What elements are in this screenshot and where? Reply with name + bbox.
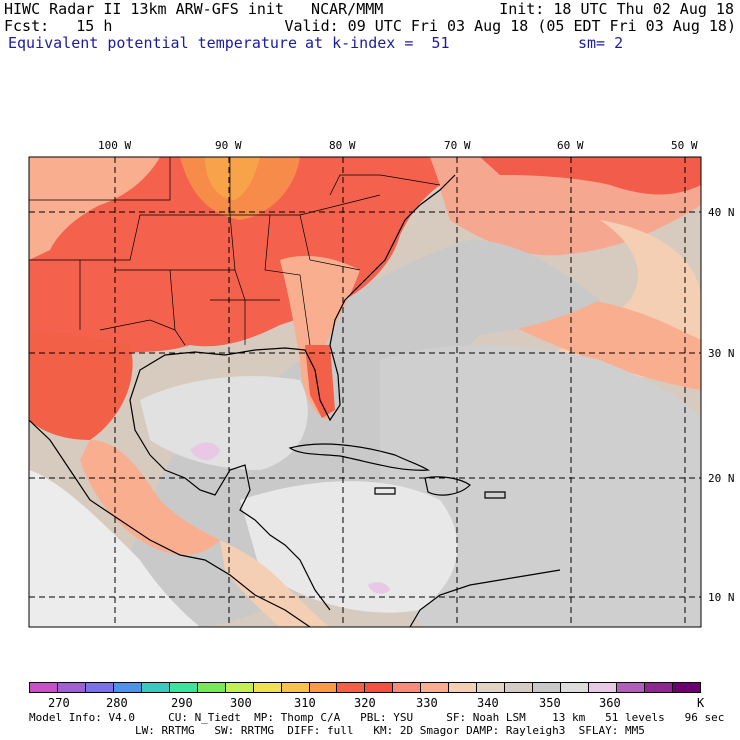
hispaniola-outline bbox=[424, 476, 471, 496]
colorbar-swatch bbox=[505, 683, 534, 692]
south-america-coast bbox=[409, 569, 561, 627]
florida-warm bbox=[305, 345, 335, 418]
colorbar-swatch bbox=[617, 683, 645, 692]
us-warm-northwest bbox=[29, 157, 160, 260]
lat-label-20n: 20 N bbox=[708, 472, 735, 485]
mexico-hot bbox=[29, 330, 133, 440]
model-title: HIWC Radar II 13km ARW-GFS init NCAR/MMM bbox=[4, 0, 384, 18]
colorbar-unit: K bbox=[697, 696, 705, 710]
colorbar-tick-280: 280 bbox=[106, 696, 128, 710]
colorbar-tick-270: 270 bbox=[48, 696, 70, 710]
model-info-line1: Model Info: V4.0 CU: N_Tiedt MP: Thomp C… bbox=[29, 711, 725, 724]
colorbar-swatch bbox=[30, 683, 58, 692]
mexico-coast bbox=[149, 454, 331, 611]
colorbar-swatch bbox=[421, 683, 450, 692]
map-frame bbox=[28, 156, 702, 628]
colorbar-swatch bbox=[449, 683, 478, 692]
colorbar-swatch bbox=[477, 683, 506, 692]
us-east-coast bbox=[129, 174, 456, 456]
lon-label-60w: 60 W bbox=[557, 139, 584, 152]
caribbean-gray bbox=[380, 345, 701, 627]
colorbar-tick-310: 310 bbox=[294, 696, 316, 710]
lat-label-30n: 30 N bbox=[708, 347, 735, 360]
purple-spot-caribbean bbox=[368, 582, 390, 594]
subtropical-gray bbox=[120, 240, 600, 627]
colorbar-tick-300: 300 bbox=[230, 696, 252, 710]
colorbar-swatch bbox=[225, 683, 254, 692]
colorbar-swatch bbox=[337, 683, 366, 692]
colorbar-swatch bbox=[365, 683, 394, 692]
colorbar-swatch bbox=[309, 683, 338, 692]
puerto-rico-outline bbox=[484, 491, 506, 499]
colorbar-swatch bbox=[589, 683, 618, 692]
us-hot-region bbox=[29, 157, 440, 420]
southeast-warm bbox=[280, 255, 360, 420]
colorbar-swatch bbox=[85, 683, 114, 692]
colorbar-tick-290: 290 bbox=[171, 696, 193, 710]
colorbar-swatch bbox=[197, 683, 226, 692]
colorbar-swatch bbox=[141, 683, 170, 692]
purple-spot-gulf bbox=[190, 442, 220, 461]
lon-label-70w: 70 W bbox=[444, 139, 471, 152]
central-america-warm bbox=[220, 540, 330, 627]
smoothing-value: sm= 2 bbox=[578, 34, 624, 52]
init-time: Init: 18 UTC Thu 02 Aug 18 bbox=[499, 0, 734, 18]
colorbar-swatch bbox=[253, 683, 282, 692]
colorbar-swatch bbox=[672, 683, 700, 692]
caribbean-light bbox=[240, 481, 458, 613]
lon-label-80w: 80 W bbox=[329, 139, 356, 152]
colorbar-swatch bbox=[533, 683, 562, 692]
colorbar-swatch bbox=[113, 683, 142, 692]
colorbar-tick-360: 360 bbox=[599, 696, 621, 710]
jamaica-outline bbox=[374, 487, 396, 495]
midwest-orange bbox=[180, 157, 300, 220]
model-info-line2: LW: RRTMG SW: RRTMG DIFF: full KM: 2D Sm… bbox=[29, 724, 645, 737]
valid-time: Valid: 09 UTC Fri 03 Aug 18 (05 EDT Fri … bbox=[284, 17, 736, 35]
vertical-level: at k-index = 51 bbox=[305, 34, 450, 52]
lat-label-40n: 40 N bbox=[708, 206, 735, 219]
lat-label-10n: 10 N bbox=[708, 591, 735, 604]
colorbar-swatch bbox=[393, 683, 422, 692]
lon-label-100w: 100 W bbox=[98, 139, 132, 152]
lon-label-90w: 90 W bbox=[215, 139, 242, 152]
colorbar-tick-330: 330 bbox=[416, 696, 438, 710]
cuba-outline bbox=[288, 443, 430, 471]
field-name: Equivalent potential temperature bbox=[8, 34, 297, 52]
colorbar-tick-340: 340 bbox=[477, 696, 499, 710]
colorbar-swatch bbox=[561, 683, 590, 692]
colorbar-tick-350: 350 bbox=[539, 696, 561, 710]
colorbar-swatch bbox=[281, 683, 310, 692]
lon-label-50w: 50 W bbox=[671, 139, 698, 152]
forecast-hour: Fcst: 15 h bbox=[4, 17, 113, 35]
gulf-light bbox=[140, 376, 308, 470]
colorbar-tick-320: 320 bbox=[354, 696, 376, 710]
colorbar-swatch bbox=[169, 683, 198, 692]
colorbar-swatch bbox=[57, 683, 86, 692]
colorbar-swatch bbox=[644, 683, 673, 692]
colorbar bbox=[29, 682, 701, 693]
atlantic-hot-band bbox=[480, 157, 701, 195]
